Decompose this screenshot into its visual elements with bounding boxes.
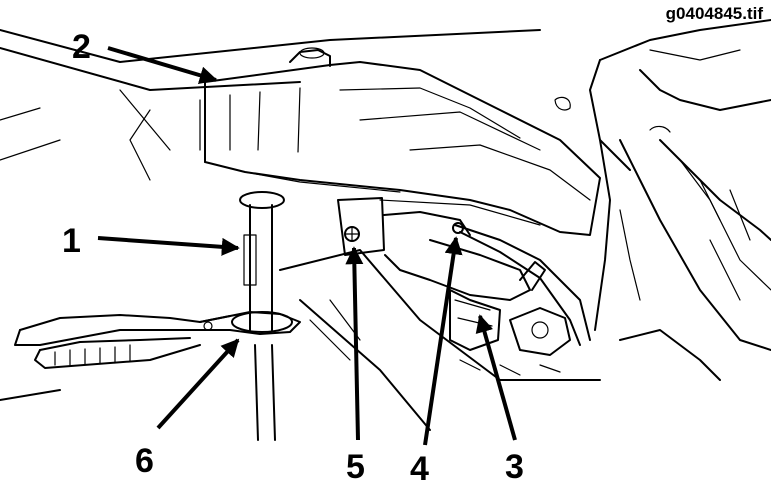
callout-4: 4 xyxy=(410,450,429,488)
reservoir-tank xyxy=(204,47,601,236)
callout-1: 1 xyxy=(62,222,81,260)
hose-lines xyxy=(384,222,591,346)
support-rod xyxy=(239,191,285,441)
chassis-frame xyxy=(0,29,601,431)
callout-5: 5 xyxy=(346,448,365,486)
side-bracket xyxy=(554,19,771,381)
callout-3: 3 xyxy=(505,448,524,486)
clamp-pliers xyxy=(14,311,301,369)
figure-file-id: g0404845.tif xyxy=(665,4,763,23)
callout-2: 2 xyxy=(72,28,91,66)
pump-assembly xyxy=(449,261,571,376)
callout-6: 6 xyxy=(135,442,154,480)
callout-arrows xyxy=(97,46,517,446)
